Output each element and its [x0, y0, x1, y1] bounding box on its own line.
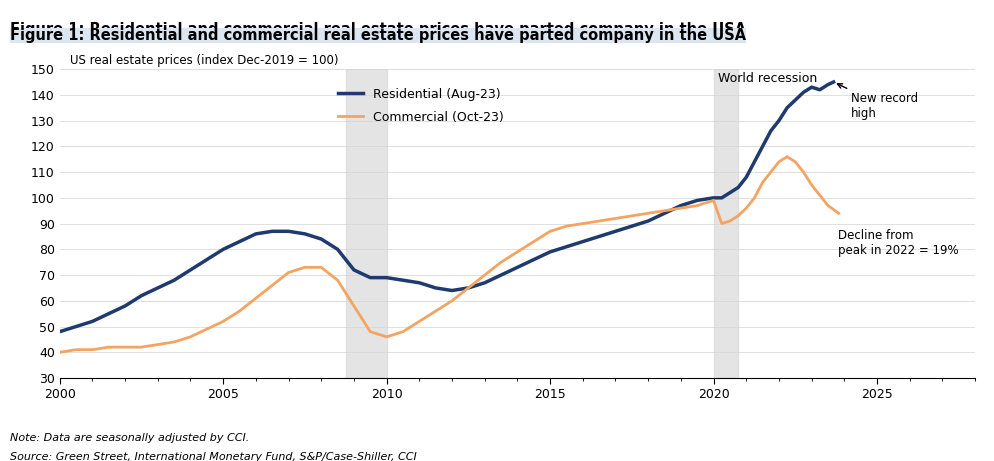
Commercial (Oct-23) [54, 349, 66, 355]
Commercial (Oct-23) [381, 334, 393, 340]
Legend: Residential (Aug-23), Commercial (Oct-23): Residential (Aug-23), Commercial (Oct-23… [331, 82, 509, 130]
Commercial (Oct-23) [832, 211, 844, 216]
Commercial (Oct-23) [780, 154, 792, 160]
Text: Decline from
peak in 2022 = 19%: Decline from peak in 2022 = 19% [837, 229, 957, 257]
Text: Note: Data are seasonally adjusted by CCI.: Note: Data are seasonally adjusted by CC… [10, 433, 248, 443]
Line: Residential (Aug-23): Residential (Aug-23) [60, 82, 833, 331]
Commercial (Oct-23) [70, 347, 82, 353]
Bar [345, 69, 387, 378]
Residential (Aug-23) [641, 218, 653, 224]
Commercial (Oct-23) [609, 216, 621, 221]
Text: Source: Green Street, International Monetary Fund, S&P/Case-Shiller, CCI: Source: Green Street, International Mone… [10, 452, 416, 461]
Residential (Aug-23) [724, 190, 736, 195]
Commercial (Oct-23) [724, 218, 736, 224]
Text: New record
high: New record high [837, 84, 917, 120]
Commercial (Oct-23) [641, 211, 653, 216]
Residential (Aug-23) [70, 324, 82, 329]
Residential (Aug-23) [381, 275, 393, 280]
Bar [713, 69, 738, 378]
Text: Figure 1: Residential and commercial real estate prices have parted company in t: Figure 1: Residential and commercial rea… [10, 22, 746, 37]
Residential (Aug-23) [609, 229, 621, 234]
Text: World recession: World recession [718, 72, 817, 85]
Text: Figure 1: Residential and commercial real estate prices have parted company in t: Figure 1: Residential and commercial rea… [10, 28, 746, 43]
Line: Commercial (Oct-23): Commercial (Oct-23) [60, 157, 838, 352]
Commercial (Oct-23) [560, 224, 572, 229]
Text: US real estate prices (index Dec-2019 = 100): US real estate prices (index Dec-2019 = … [70, 53, 338, 66]
Residential (Aug-23) [54, 329, 66, 334]
Residential (Aug-23) [827, 79, 839, 85]
Residential (Aug-23) [560, 244, 572, 249]
